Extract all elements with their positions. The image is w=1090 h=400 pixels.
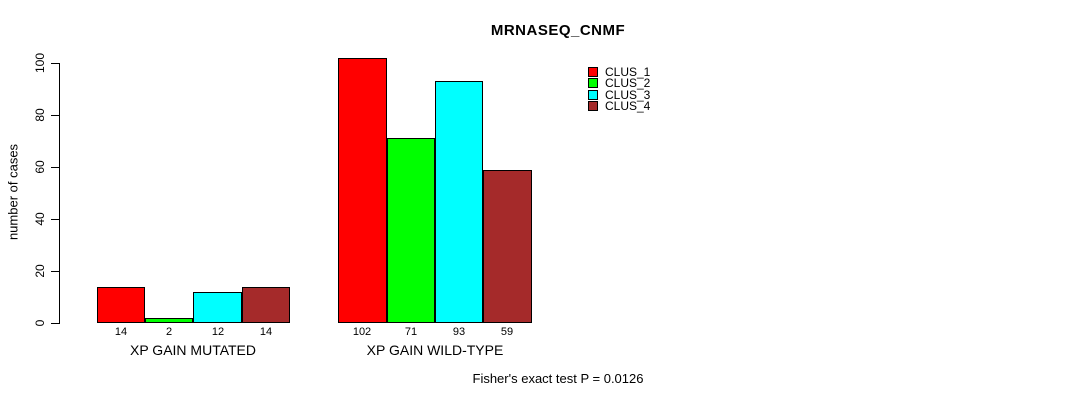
y-tick-mark <box>51 115 59 116</box>
legend-label: CLUS_3 <box>605 88 651 102</box>
x-category-label: XP GAIN WILD-TYPE <box>366 342 504 358</box>
bar-clus_2-group2 <box>387 138 435 323</box>
footnote: Fisher's exact test P = 0.0126 <box>472 371 644 386</box>
legend-label: CLUS_2 <box>605 76 651 90</box>
bar-value-label: 102 <box>352 326 372 338</box>
y-tick-mark <box>51 63 59 64</box>
y-tick-label: 100 <box>33 52 47 74</box>
bar-value-label: 14 <box>114 326 128 338</box>
legend-swatch-icon <box>588 67 598 77</box>
bar-clus_1-group2 <box>338 58 387 323</box>
y-tick-label: 80 <box>33 108 47 122</box>
bar-value-label: 2 <box>165 326 173 338</box>
y-tick-mark <box>51 219 59 220</box>
bar-clus_4-group2 <box>483 170 532 323</box>
bar-value-label: 59 <box>500 326 514 338</box>
bar-value-label: 93 <box>452 326 466 338</box>
legend-item-clus_4: CLUS_4 <box>588 99 678 113</box>
y-axis-line <box>59 63 60 324</box>
legend-swatch-icon <box>588 90 598 100</box>
legend: CLUS_1 CLUS_2 CLUS_3 CLUS_4 <box>588 65 678 114</box>
bar-clus_2-group1 <box>145 318 193 323</box>
legend-swatch-icon <box>588 101 598 111</box>
legend-label: CLUS_1 <box>605 65 651 79</box>
bar-clus_4-group1 <box>242 287 290 323</box>
bar-clus_3-group2 <box>435 81 483 323</box>
legend-swatch-icon <box>588 78 598 88</box>
y-tick-mark <box>51 167 59 168</box>
bar-value-label: 14 <box>259 326 273 338</box>
legend-item-clus_3: CLUS_3 <box>588 88 678 102</box>
y-tick-label: 40 <box>33 212 47 226</box>
y-tick-label: 0 <box>33 319 47 327</box>
y-tick-mark <box>51 271 59 272</box>
chart-title: MRNASEQ_CNMF <box>490 22 626 39</box>
bar-value-label: 12 <box>211 326 225 338</box>
bar-value-label: 71 <box>404 326 418 338</box>
bar-clus_3-group1 <box>193 292 242 323</box>
x-category-label: XP GAIN MUTATED <box>129 342 257 358</box>
legend-item-clus_1: CLUS_1 <box>588 65 678 79</box>
y-tick-label: 20 <box>33 264 47 278</box>
legend-item-clus_2: CLUS_2 <box>588 76 678 90</box>
legend-label: CLUS_4 <box>605 99 651 113</box>
y-tick-label: 60 <box>33 160 47 174</box>
y-tick-mark <box>51 323 59 324</box>
bar-clus_1-group1 <box>97 287 145 323</box>
